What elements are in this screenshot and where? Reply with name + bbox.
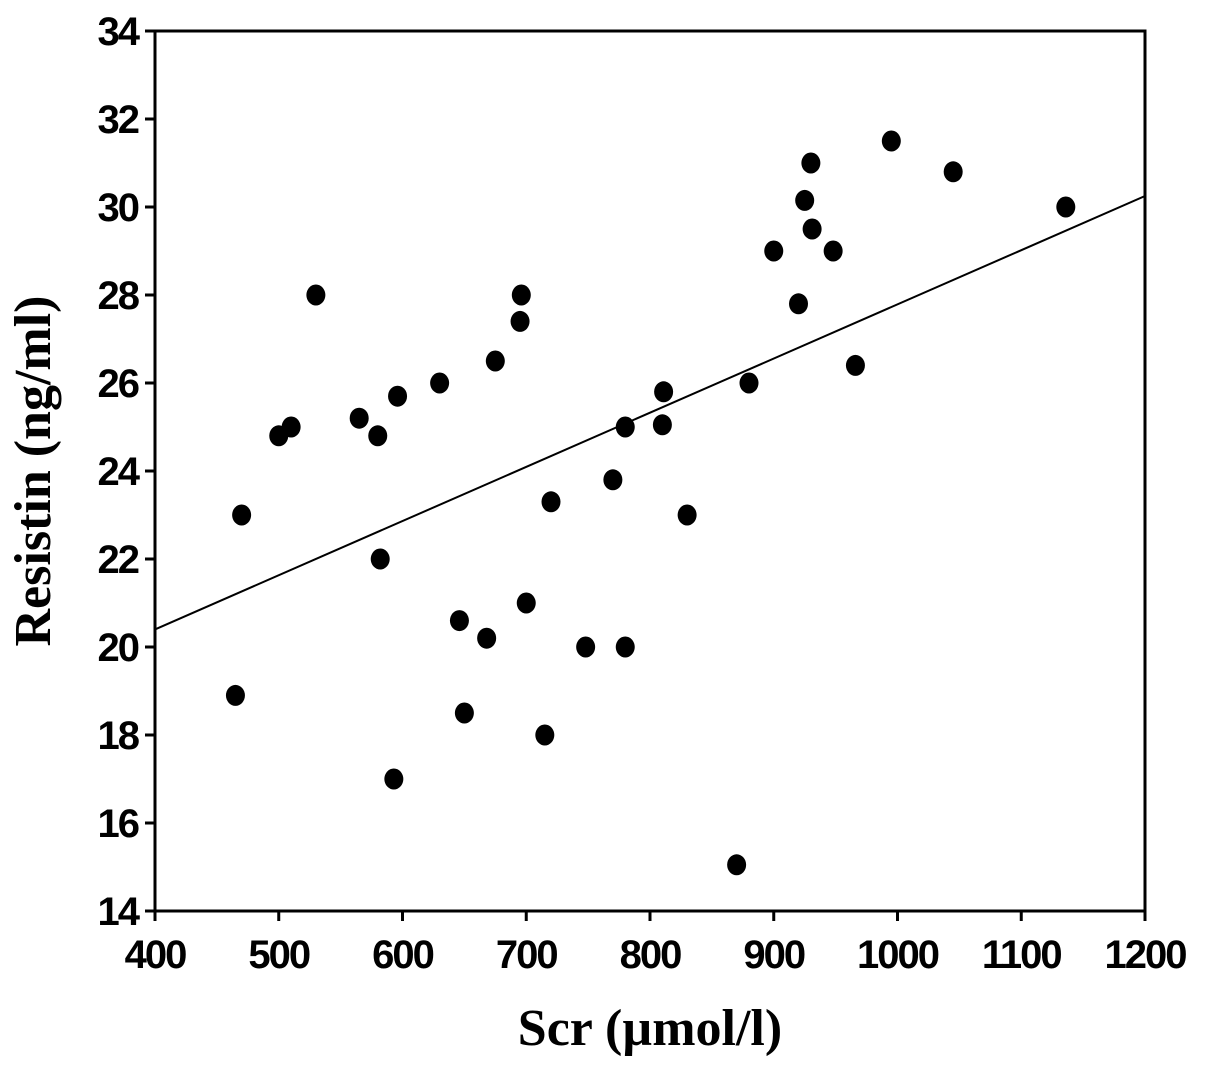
data-point — [943, 161, 963, 183]
data-point — [368, 425, 388, 447]
data-point — [281, 416, 301, 438]
y-tick-label: 24 — [98, 450, 141, 494]
data-point — [516, 592, 536, 614]
data-point — [454, 702, 474, 724]
plot-frame — [153, 29, 1147, 913]
data-point — [881, 130, 901, 152]
y-tick-label: 18 — [98, 714, 140, 758]
y-tick-label: 32 — [98, 98, 139, 142]
y-axis-ticks: 14 16 18 20 22 24 26 28 30 32 34 — [98, 10, 155, 934]
y-tick-label: 26 — [98, 362, 139, 406]
data-point — [370, 548, 390, 570]
y-tick-label: 22 — [98, 538, 139, 582]
data-point — [430, 372, 450, 394]
data-point — [510, 310, 530, 332]
y-tick-label: 16 — [98, 802, 139, 846]
data-point — [845, 354, 865, 376]
data-point — [801, 152, 821, 174]
data-point — [802, 218, 822, 240]
data-point — [789, 293, 808, 315]
data-point — [677, 504, 697, 526]
x-tick-label: 900 — [743, 933, 804, 977]
data-point — [449, 610, 469, 632]
x-tick-label: 400 — [125, 933, 186, 977]
x-tick-label: 1100 — [982, 933, 1062, 977]
y-axis-title: Resistin (ng/ml) — [5, 296, 62, 647]
y-tick-label: 20 — [98, 626, 139, 670]
y-tick-label: 34 — [98, 10, 141, 54]
data-points — [225, 130, 1076, 876]
trend-line — [154, 195, 1146, 631]
x-axis-ticks: 400 500 600 700 800 900 1000 1100 1200 — [125, 911, 1188, 977]
data-point — [603, 469, 623, 491]
x-tick-label: 500 — [248, 933, 309, 977]
y-tick-label: 30 — [98, 186, 139, 230]
data-point — [384, 768, 404, 790]
y-tick-label: 14 — [98, 890, 141, 934]
data-point — [485, 350, 505, 372]
data-point — [795, 189, 815, 211]
x-tick-label: 700 — [496, 933, 557, 977]
data-point — [225, 684, 245, 706]
data-point — [727, 854, 747, 876]
data-point — [823, 240, 843, 262]
data-point — [306, 284, 326, 306]
x-tick-label: 1200 — [1105, 933, 1187, 977]
data-point — [576, 636, 596, 658]
data-point — [1056, 196, 1076, 218]
data-point — [535, 724, 555, 746]
x-tick-label: 600 — [372, 933, 433, 977]
data-point — [615, 416, 635, 438]
data-point — [477, 627, 497, 649]
data-point — [764, 240, 784, 262]
data-point — [615, 636, 635, 658]
x-tick-label: 800 — [620, 933, 681, 977]
data-point — [652, 414, 672, 436]
data-point — [511, 284, 531, 306]
data-point — [232, 504, 252, 526]
x-tick-label: 1000 — [857, 933, 939, 977]
data-point — [739, 372, 759, 394]
data-point — [654, 381, 674, 403]
data-point — [349, 407, 369, 429]
x-axis-title: Scr (µmol/l) — [518, 1000, 782, 1057]
data-point — [541, 491, 561, 513]
y-tick-label: 28 — [98, 274, 140, 318]
data-point — [388, 385, 408, 407]
